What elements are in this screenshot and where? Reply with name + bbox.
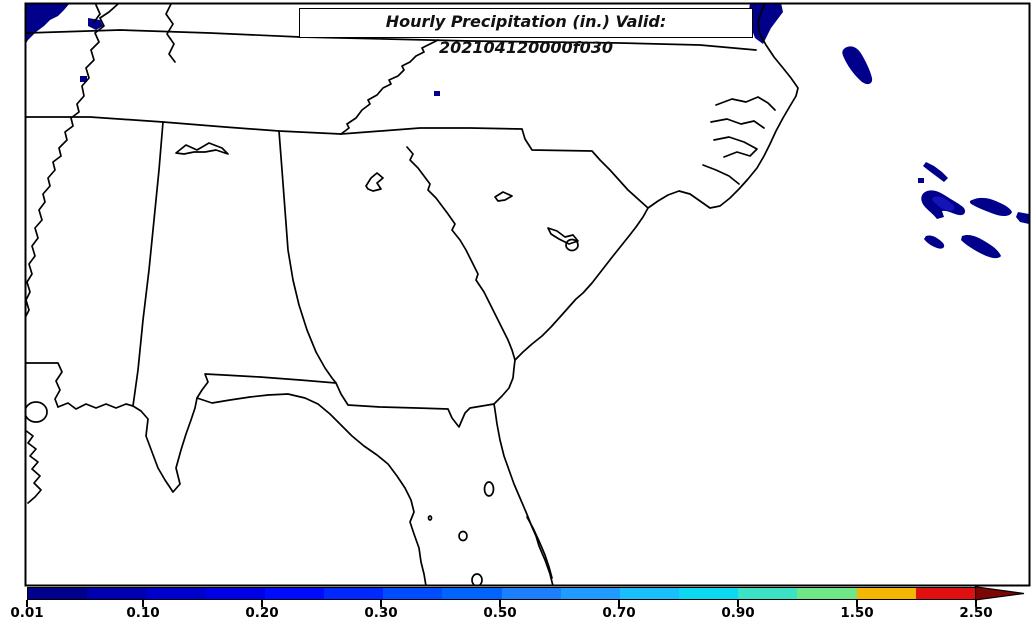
precip-blob-river [88, 18, 103, 30]
colorbar-tick-label: 0.20 [245, 605, 279, 621]
border-ga-nc-sc [340, 127, 649, 209]
florida-lake-3 [471, 573, 483, 585]
map-title: Hourly Precipitation (in.) Valid: 202104… [299, 8, 753, 57]
lake-moultrie [565, 238, 579, 252]
colorbar-tick [380, 600, 382, 607]
border-ga-sc-savannah-river [406, 146, 516, 361]
colorbar-segment [383, 588, 443, 599]
tennessee-river-alabama [175, 142, 229, 155]
precip-blob-ocean-g [961, 234, 1001, 259]
colorbar-segment [560, 588, 620, 599]
colorbar-segment [915, 588, 975, 599]
colorbar-tick [499, 600, 501, 607]
louisiana-marsh [26, 429, 42, 504]
colorbar-segment [87, 588, 147, 599]
neuse-estuary [702, 164, 740, 185]
colorbar-tick-label: 2.50 [959, 605, 993, 621]
border-ms-la [26, 362, 63, 408]
map-frame [24, 2, 1031, 587]
colorbar-tick [856, 600, 858, 607]
precipitation-blobs [26, 4, 1029, 259]
colorbar-tick-label: 0.30 [364, 605, 398, 621]
colorbar-segment [738, 588, 798, 599]
precip-blob-ocean-f [924, 235, 945, 249]
colorbar-arrow [974, 586, 1025, 601]
precip-blob-nc-coast [748, 4, 783, 44]
gulf-coastline [57, 393, 427, 585]
border-ky-tn-va-nc [26, 29, 757, 51]
colorbar-segment [679, 588, 739, 599]
colorbar-segment [619, 588, 680, 599]
colorbar-segment [205, 588, 265, 599]
colorbar-tick-label: 0.10 [126, 605, 160, 621]
colorbar-tick-label: 0.90 [721, 605, 755, 621]
lake-hartwell [365, 172, 384, 192]
lake-murray [494, 191, 513, 202]
colorbar-tick-label: 1.50 [840, 605, 874, 621]
florida-lake-1 [483, 481, 495, 497]
colorbar-tick [26, 600, 28, 607]
mississippi-river [26, 4, 119, 318]
precip-blob-ocean-d [969, 197, 1012, 217]
colorbar-segment [146, 588, 206, 599]
border-tn-south [26, 116, 342, 135]
pamlico-sound-south [713, 136, 758, 158]
colorbar-tick [142, 600, 144, 607]
colorbar [27, 587, 976, 600]
border-tn-nc-mountains [340, 39, 439, 135]
colorbar-tick [737, 600, 739, 607]
precip-blob-ocean-b [923, 162, 948, 182]
border-ga-fl [335, 382, 495, 428]
precip-dot-1 [80, 76, 87, 82]
border-ms-al [132, 121, 164, 407]
border-al-ga [278, 130, 337, 384]
border-al-fl [196, 373, 337, 399]
albemarle-sound [715, 96, 776, 111]
colorbar-tick [975, 600, 977, 607]
precip-dot-2 [434, 91, 440, 96]
colorbar-segment [264, 588, 324, 599]
lake-pontchartrain [26, 401, 48, 423]
precip-blob-ocean-e [1016, 212, 1029, 224]
colorbar-tick [618, 600, 620, 607]
colorbar-tick-label: 0.01 [10, 605, 44, 621]
colorbar-tick-label: 0.50 [483, 605, 517, 621]
colorbar-segment [323, 588, 384, 599]
indian-river-lagoon [526, 516, 553, 579]
small-river-north [93, 4, 101, 23]
tennessee-river-north [165, 4, 176, 63]
lake-marion [547, 227, 579, 245]
colorbar-tick [261, 600, 263, 607]
precip-blob-ocean-c-core [932, 196, 955, 211]
precip-blob-ocean-a [842, 46, 873, 85]
pamlico-sound-north [710, 118, 765, 129]
florida-lake-4 [427, 515, 433, 521]
atlantic-coastline [493, 4, 799, 585]
precip-blob-northwest [26, 4, 70, 44]
colorbar-segment [797, 588, 857, 599]
florida-lake-2 [458, 530, 468, 542]
colorbar-segment [28, 588, 88, 599]
colorbar-tick-label: 0.70 [602, 605, 636, 621]
colorbar-segment [442, 588, 502, 599]
colorbar-segment [501, 588, 561, 599]
precip-dot-3 [918, 178, 924, 183]
colorbar-segment [856, 588, 916, 599]
